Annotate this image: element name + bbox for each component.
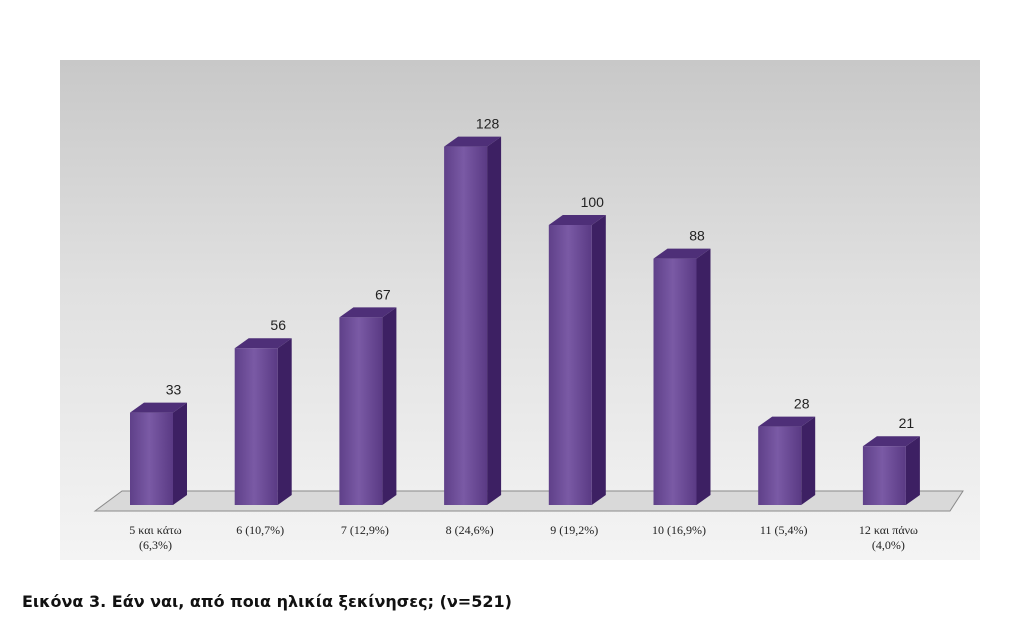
bar-side-5	[696, 248, 711, 505]
bar-top-5	[653, 248, 711, 259]
bar-top-7	[862, 436, 920, 447]
bar-side-6	[801, 416, 816, 505]
category-label-0-line-0: 5 και κάτω	[129, 523, 182, 537]
value-label-7: 21	[899, 415, 915, 431]
value-label-3: 128	[476, 116, 500, 132]
bar-side-3	[487, 136, 502, 505]
category-label-2: 7 (12,9%)	[341, 523, 389, 537]
category-label-1: 6 (10,7%)	[236, 523, 284, 537]
bar-top-4	[548, 215, 606, 225]
category-label-3: 8 (24,6%)	[446, 523, 494, 537]
category-label-6: 11 (5,4%)	[760, 523, 808, 537]
value-label-2: 67	[375, 286, 391, 302]
bar-side-4	[591, 215, 606, 505]
bar-side-0	[173, 402, 187, 505]
category-labels-group: 5 και κάτω(6,3%) 6 (10,7%) 7 (12,9%) 8 (24,…	[129, 523, 918, 552]
chart-floor-plane	[93, 490, 964, 512]
bar-3	[444, 146, 488, 505]
bar-1	[234, 348, 278, 505]
bar-top-6	[758, 416, 816, 427]
category-label-7-line-1: (4,0%)	[872, 538, 905, 552]
value-label-0: 33	[166, 382, 182, 398]
value-label-6: 28	[794, 396, 810, 412]
bar-top-3	[444, 136, 502, 147]
category-label-7-line-0: 12 και πάνω	[859, 523, 918, 537]
bar-4	[548, 225, 592, 505]
bar-0	[130, 412, 173, 505]
value-label-4: 100	[581, 194, 605, 210]
bars-group	[130, 136, 920, 505]
chart-background	[60, 60, 980, 560]
value-label-1: 56	[270, 317, 286, 333]
bar-side-1	[277, 338, 292, 505]
category-label-5: 10 (16,9%)	[652, 523, 706, 537]
category-label-4: 9 (19,2%)	[550, 523, 598, 537]
figure-caption: Εικόνα 3. Εάν ναι, από ποια ηλικία ξεκίν…	[22, 592, 512, 611]
bar-2	[339, 317, 383, 505]
chart-floor	[93, 490, 964, 512]
bar-top-1	[234, 338, 292, 349]
bar-top-2	[339, 307, 397, 318]
bar-side-2	[382, 307, 397, 505]
bar-7	[862, 446, 906, 505]
value-label-5: 88	[689, 228, 705, 244]
bar-5	[653, 258, 697, 505]
bar-side-7	[905, 436, 920, 505]
category-label-0-line-1: (6,3%)	[139, 538, 172, 552]
bar-6	[758, 426, 802, 505]
value-labels-group: 33 56 67 128 100 88 28 21	[166, 116, 915, 432]
bar-top-0	[130, 402, 187, 413]
